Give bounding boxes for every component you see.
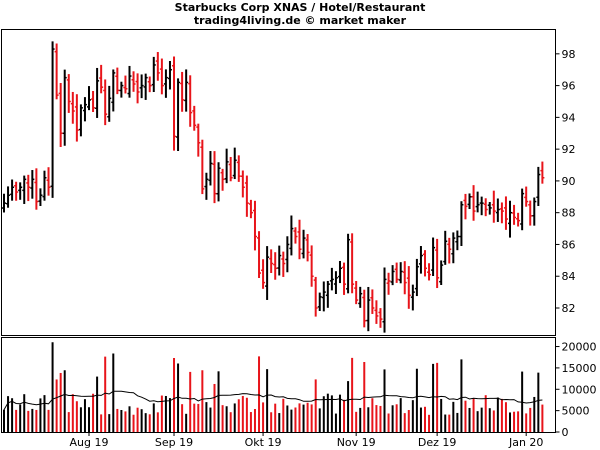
volume-tick-label: 5000 xyxy=(562,405,590,418)
volume-bars xyxy=(3,342,544,432)
chart-subtitle: trading4living.de © market maker xyxy=(193,14,407,27)
date-tick-label: Jan 20 xyxy=(508,436,543,449)
date-tick-label: Okt 19 xyxy=(245,436,282,449)
date-tick-label: Dez 19 xyxy=(418,436,457,449)
price-tick-label: 86 xyxy=(562,238,576,251)
volume-average-line xyxy=(3,390,543,410)
price-tick-label: 82 xyxy=(562,302,576,315)
price-bars xyxy=(2,41,545,333)
volume-average xyxy=(3,390,543,410)
price-tick-label: 96 xyxy=(562,80,576,93)
price-tick-label: 88 xyxy=(562,207,576,220)
volume-panel-frame xyxy=(1,337,556,433)
date-tick-label: Nov 19 xyxy=(337,436,376,449)
volume-tick-label: 15000 xyxy=(562,362,597,375)
price-tick-label: 90 xyxy=(562,175,576,188)
date-axis: Aug 19 Sep 19 Okt 19 Nov 19 Dez 19 Jan 20 xyxy=(70,432,543,449)
volume-axis: 0 5000 10000 15000 20000 xyxy=(555,341,597,439)
price-tick-label: 98 xyxy=(562,48,576,61)
date-tick-label: Sep 19 xyxy=(155,436,193,449)
volume-tick-label: 0 xyxy=(562,426,569,439)
price-panel-frame xyxy=(1,29,556,336)
chart-title: Starbucks Corp XNAS / Hotel/Restaurant xyxy=(174,1,426,14)
price-tick-label: 84 xyxy=(562,270,576,283)
price-tick-label: 92 xyxy=(562,143,576,156)
volume-tick-label: 20000 xyxy=(562,341,597,354)
price-axis: 82 84 86 88 90 92 94 96 98 xyxy=(555,48,576,315)
volume-tick-label: 10000 xyxy=(562,383,597,396)
date-tick-label: Aug 19 xyxy=(70,436,109,449)
price-tick-label: 94 xyxy=(562,111,576,124)
